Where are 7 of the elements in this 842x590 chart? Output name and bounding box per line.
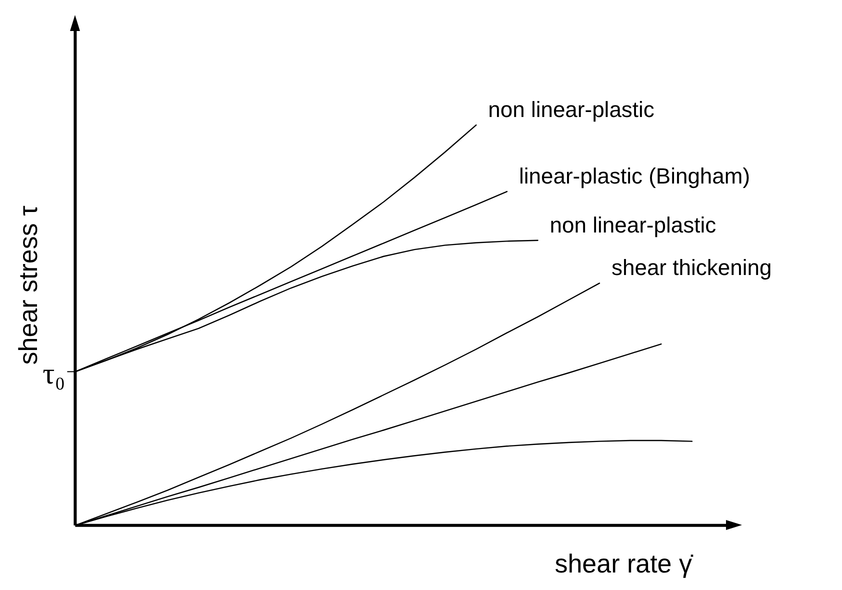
x-axis-title: shear rate γ̇ — [554, 548, 694, 579]
y-axis-title: shear stress τ — [12, 204, 43, 365]
series-label: non linear-plastic — [488, 97, 654, 122]
text: τ₀ — [42, 358, 66, 391]
series-label: shear thickening — [611, 255, 772, 280]
series-label: non linear-plastic — [550, 212, 716, 238]
series-label: linear-plastic (Bingham) — [518, 164, 750, 189]
